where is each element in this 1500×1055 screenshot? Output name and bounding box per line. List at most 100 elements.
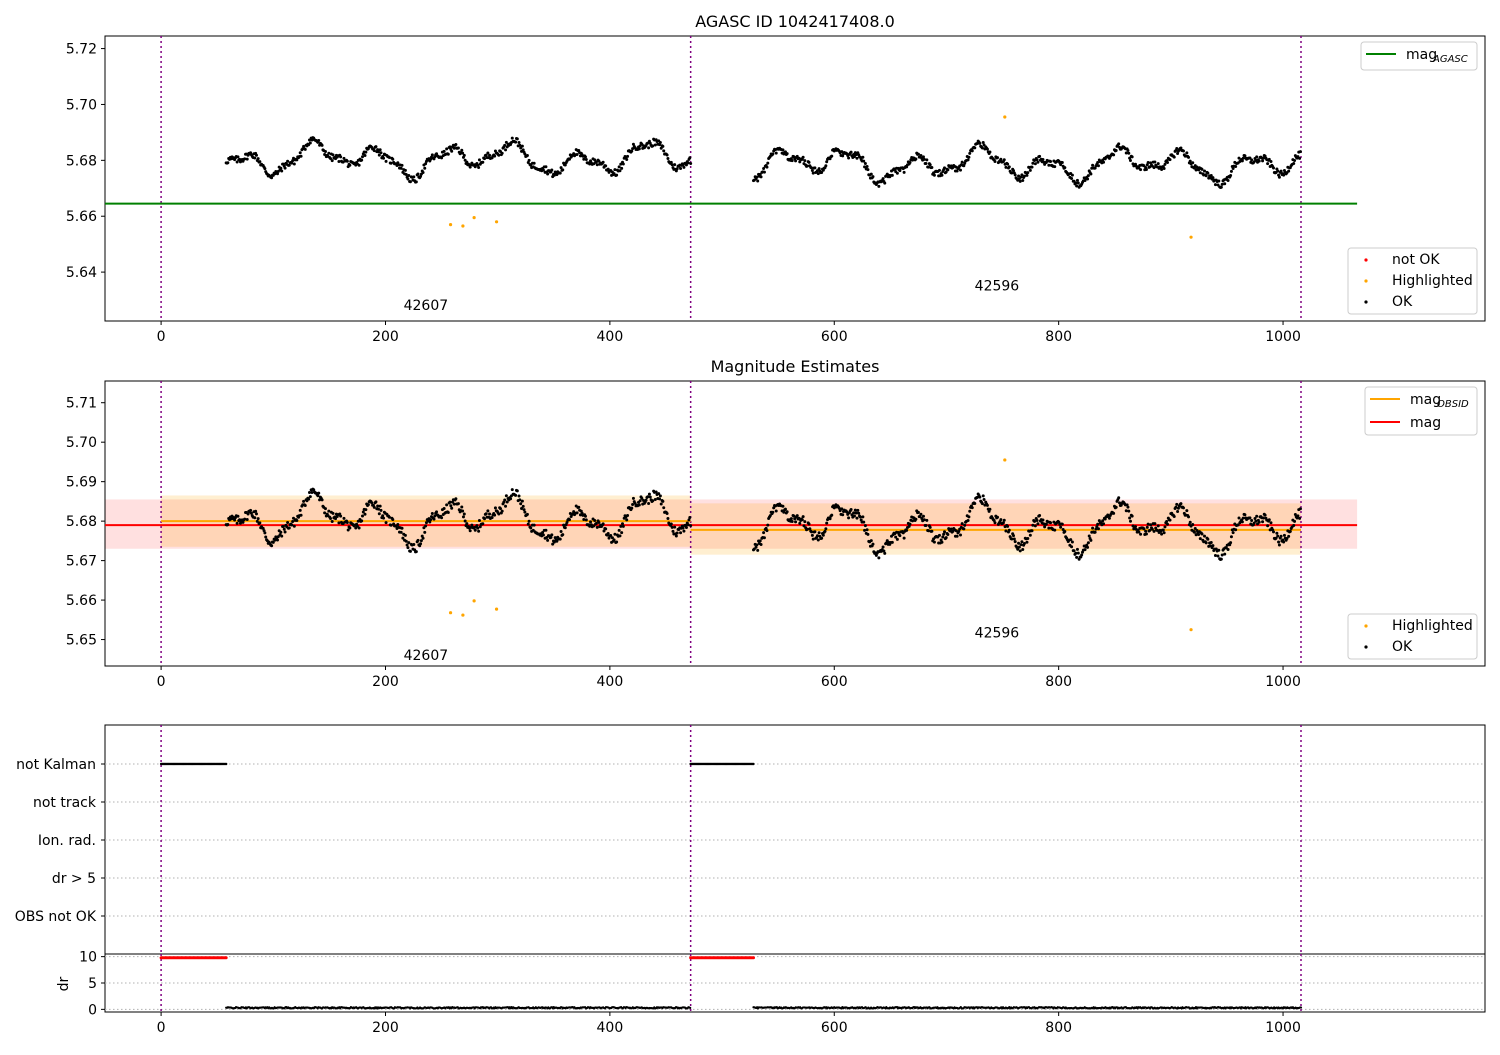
legend-highlighted: Highlighted	[1392, 273, 1473, 289]
ok-point	[845, 510, 849, 514]
highlighted-point	[1189, 235, 1193, 239]
ok-point	[454, 142, 458, 146]
ok-point	[476, 526, 480, 530]
ok-point	[430, 153, 434, 157]
ok-point	[653, 498, 657, 502]
ok-point	[310, 490, 314, 494]
ok-point	[1007, 528, 1011, 532]
ok-point	[1209, 173, 1213, 177]
ok-point	[279, 166, 283, 170]
ok-point	[414, 550, 418, 554]
ok-point	[682, 165, 686, 169]
ok-point	[661, 144, 665, 148]
ok-point	[1220, 553, 1224, 557]
ok-point	[758, 539, 762, 543]
ok-point	[391, 518, 395, 522]
ok-point	[930, 529, 934, 533]
ok-point	[1070, 545, 1074, 549]
ok-point	[364, 150, 368, 154]
ok-point	[955, 169, 959, 173]
ok-point	[794, 159, 798, 163]
ok-point	[290, 523, 294, 527]
ok-point	[1085, 543, 1089, 547]
ok-point	[939, 538, 943, 542]
x-tick-label: 1000	[1265, 1020, 1301, 1036]
ok-point	[403, 533, 407, 537]
ok-point	[1191, 161, 1195, 165]
ok-point	[968, 509, 972, 513]
ok-point	[1012, 169, 1015, 173]
ok-point	[486, 509, 490, 513]
ok-point	[941, 535, 945, 539]
ok-point	[881, 545, 885, 549]
ok-point	[276, 538, 279, 542]
ok-point	[970, 506, 974, 510]
ok-point	[575, 511, 579, 515]
ok-point	[857, 511, 861, 515]
ok-point	[475, 524, 479, 528]
ok-point	[465, 160, 469, 164]
ok-point	[1044, 522, 1048, 526]
ok-point	[1128, 158, 1132, 162]
ok-point	[795, 514, 799, 518]
ok-point	[1061, 528, 1065, 532]
ok-point	[637, 147, 641, 151]
ok-point	[357, 163, 361, 167]
ok-point	[1102, 160, 1106, 164]
flag-category-label: OBS not OK	[15, 909, 97, 925]
y-tick-label: 5	[88, 976, 97, 992]
ok-point	[648, 495, 652, 499]
ok-point	[1025, 173, 1029, 177]
ok-point	[646, 495, 650, 499]
ok-point	[1086, 541, 1090, 545]
ok-point	[387, 515, 391, 519]
ok-point	[755, 543, 759, 547]
ok-point	[384, 521, 388, 525]
ok-point	[852, 155, 856, 159]
ok-point	[1248, 516, 1252, 520]
ok-point	[1298, 516, 1302, 520]
ok-point	[1240, 520, 1244, 524]
ok-point	[504, 140, 508, 144]
ok-point	[978, 141, 982, 145]
x-tick-label: 0	[157, 1020, 166, 1036]
ok-point	[400, 163, 404, 167]
dr-point	[1299, 1006, 1303, 1009]
ok-point	[452, 146, 456, 150]
ok-point	[559, 166, 563, 170]
flag-category-label: not Kalman	[16, 757, 96, 773]
ok-point	[1144, 529, 1148, 533]
ok-point	[890, 173, 894, 177]
ok-point	[937, 168, 941, 172]
ok-point	[1277, 175, 1281, 179]
ok-point	[456, 146, 460, 150]
highlighted-point	[472, 216, 476, 220]
ok-point	[626, 513, 630, 517]
ok-point	[1187, 155, 1191, 159]
ok-point	[854, 511, 858, 515]
ok-point	[621, 162, 625, 166]
ok-point	[762, 167, 766, 171]
legend-highlighted-2: Highlighted	[1392, 618, 1473, 634]
ok-point	[445, 147, 449, 151]
ok-point	[1070, 540, 1074, 544]
ok-point	[382, 516, 386, 520]
ok-point	[254, 153, 258, 157]
ok-point	[1028, 168, 1032, 172]
ok-point	[384, 159, 388, 163]
ok-point	[428, 520, 432, 524]
legend-mag-obsid-label: mag	[1410, 392, 1441, 408]
ok-point	[756, 548, 760, 552]
ok-point	[688, 516, 692, 520]
ok-point	[1118, 501, 1122, 505]
ok-point	[625, 157, 629, 161]
ok-point	[615, 173, 619, 177]
ok-point	[550, 168, 554, 172]
ok-point	[391, 157, 395, 161]
ok-point	[797, 516, 801, 520]
ok-point	[419, 542, 423, 546]
ok-point	[406, 177, 410, 181]
ok-point	[279, 530, 283, 534]
ok-point	[837, 506, 841, 510]
